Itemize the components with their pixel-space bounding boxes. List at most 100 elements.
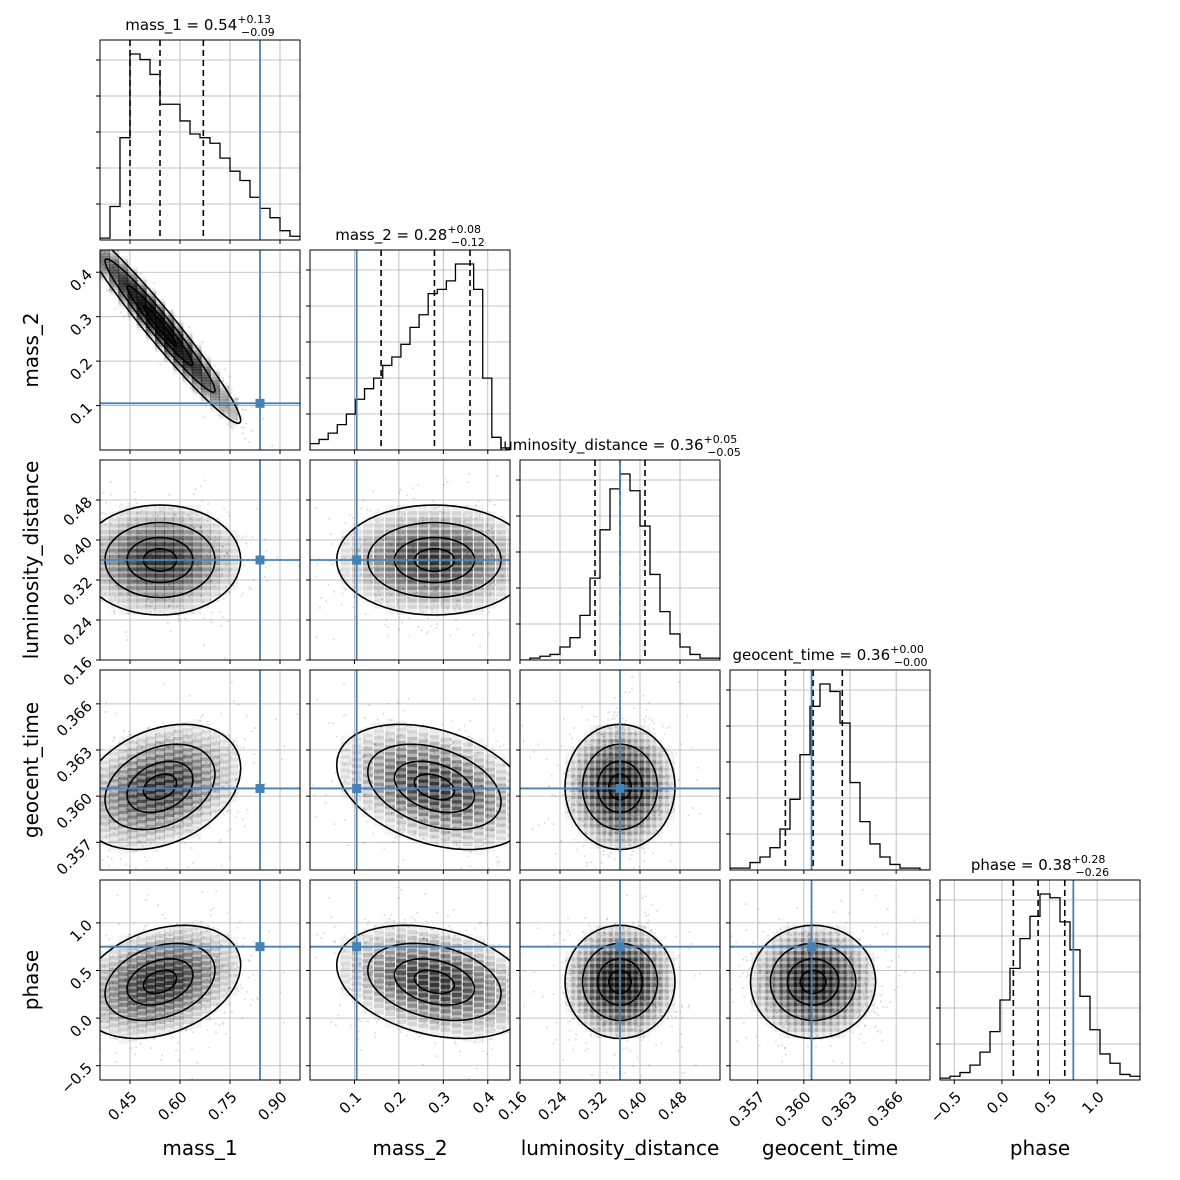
sample-point: [630, 772, 634, 776]
sample-point: [207, 366, 210, 369]
sample-point: [643, 851, 646, 854]
sample-point: [330, 780, 334, 783]
density-cell: [182, 505, 193, 515]
sample-point: [505, 772, 509, 775]
sample-point: [139, 841, 142, 844]
density-cell: [596, 774, 607, 785]
sample-point: [364, 795, 367, 798]
density-cell: [155, 317, 165, 328]
density-cell: [118, 536, 129, 547]
sample-point: [669, 860, 672, 863]
sample-point: [647, 770, 651, 773]
sample-point: [178, 536, 182, 539]
sample-point: [226, 749, 229, 752]
sample-point: [240, 426, 243, 429]
density-cell: [100, 781, 110, 792]
sample-point: [110, 289, 113, 293]
sample-point: [331, 563, 334, 566]
sample-point: [144, 603, 148, 607]
sample-point: [595, 836, 598, 839]
density-cell: [496, 776, 507, 787]
sample-point: [625, 846, 628, 849]
sample-point: [237, 703, 240, 706]
sample-point: [523, 558, 525, 560]
sample-point: [645, 746, 648, 750]
sample-point: [134, 498, 137, 501]
density-cell: [440, 586, 451, 597]
sample-point: [404, 596, 407, 600]
truth-marker: [255, 555, 265, 565]
sample-point: [406, 530, 409, 533]
sample-point: [459, 824, 462, 827]
sample-point: [360, 573, 363, 576]
panel-frame: [729, 669, 931, 871]
density-cell: [462, 586, 473, 597]
density-cell: [473, 517, 484, 528]
sample-point: [166, 866, 169, 870]
density-cell: [462, 511, 473, 522]
sample-point: [220, 712, 223, 715]
sample-point: [407, 562, 410, 565]
density-cell: [627, 753, 638, 764]
density-cell: [109, 779, 120, 790]
density-cell: [200, 764, 211, 775]
sample-point: [376, 718, 379, 721]
sample-point: [366, 820, 369, 823]
sample-point: [158, 820, 161, 823]
sample-point: [461, 548, 464, 551]
density-cell: [507, 580, 510, 590]
sample-point: [531, 827, 534, 830]
sample-point: [135, 308, 138, 311]
density-cell: [228, 580, 239, 590]
density-cell: [462, 517, 473, 528]
density-cell: [596, 739, 607, 750]
sample-point: [101, 511, 104, 515]
sample-point: [154, 743, 157, 746]
density-cell: [109, 561, 120, 572]
sample-point: [449, 576, 452, 579]
sample-point: [584, 775, 588, 778]
density-cell: [182, 548, 193, 559]
sample-point: [137, 839, 141, 843]
sample-point: [241, 536, 244, 539]
sample-point: [137, 777, 140, 780]
sample-point: [188, 351, 192, 354]
sample-point: [421, 758, 424, 761]
sample-point: [543, 821, 546, 824]
sample-point: [496, 474, 499, 478]
density-cell: [155, 334, 165, 345]
sample-point: [177, 557, 180, 560]
density-cell: [191, 820, 202, 831]
density-cell: [228, 542, 239, 553]
sample-point: [592, 715, 596, 718]
sample-point: [600, 733, 603, 736]
sample-point: [345, 713, 348, 716]
sample-point: [460, 761, 463, 764]
sample-point: [181, 353, 185, 356]
sample-point: [129, 733, 132, 736]
sample-point: [371, 832, 375, 835]
density-cell: [640, 732, 650, 743]
density-cell: [373, 762, 384, 773]
sample-point: [221, 544, 224, 548]
sample-point: [328, 721, 331, 724]
sample-point: [253, 726, 256, 730]
sample-point: [166, 737, 169, 741]
sample-point: [176, 571, 179, 574]
sample-point: [246, 808, 249, 811]
sample-point: [215, 1003, 219, 1006]
density-cell: [145, 304, 156, 315]
density-cell: [627, 838, 638, 849]
sample-point: [410, 770, 413, 773]
density-cell: [164, 598, 175, 609]
sample-point: [100, 259, 103, 262]
sample-point: [396, 800, 399, 803]
density-cell: [462, 536, 473, 547]
sample-point: [458, 520, 462, 523]
density-cell: [219, 766, 230, 777]
density-cell: [602, 725, 613, 735]
sample-point: [124, 281, 127, 284]
density-cell: [127, 781, 138, 792]
density-cell: [440, 771, 451, 782]
sample-point: [141, 534, 144, 538]
